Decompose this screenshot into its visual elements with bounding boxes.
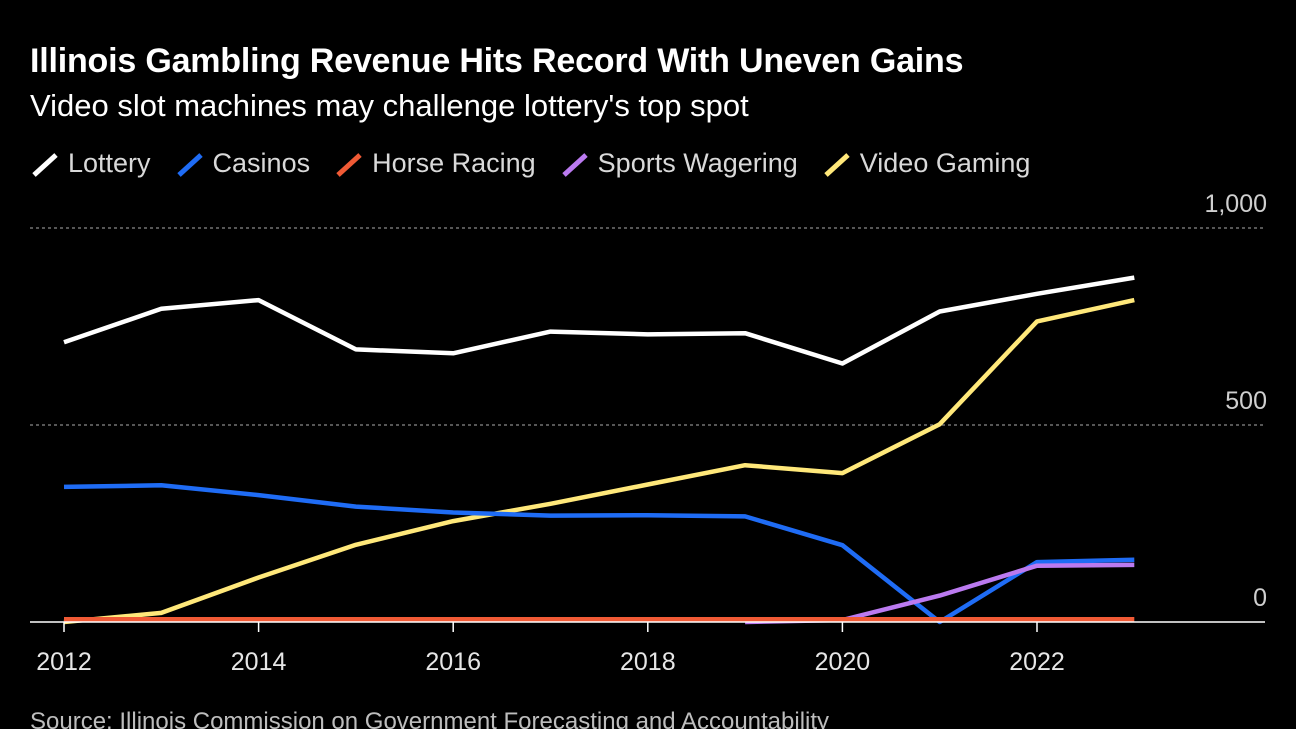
legend-swatch-mark xyxy=(561,152,588,177)
series-line-sports-wagering xyxy=(745,562,1135,625)
y-tick-label-500: 500 xyxy=(1225,387,1267,415)
legend-swatch-line xyxy=(824,152,850,177)
legend-swatch-mark xyxy=(336,152,362,177)
x-tick-label-2020: 2020 xyxy=(815,648,871,676)
y-tick-label-0: 0 xyxy=(1253,584,1267,612)
legend-swatch-line xyxy=(176,152,203,177)
legend-swatch-line xyxy=(32,152,58,177)
chart-title: Illinois Gambling Revenue Hits Record Wi… xyxy=(30,42,964,80)
x-tick-label-2014: 2014 xyxy=(231,648,287,676)
legend-item-horse-racing: Horse Racing xyxy=(334,148,536,179)
legend-item-casinos: Casinos xyxy=(175,148,311,179)
chart-subtitle: Video slot machines may challenge lotter… xyxy=(30,88,749,123)
y-tick-label-1000: 1,000 xyxy=(1204,190,1267,218)
legend-swatch-line xyxy=(561,152,588,177)
series-line-lottery xyxy=(63,275,1135,366)
x-tick-label-2018: 2018 xyxy=(620,648,676,676)
legend-swatch-line xyxy=(336,152,362,177)
legend-label-video-gaming: Video Gaming xyxy=(859,148,1031,178)
x-tick-label-2016: 2016 xyxy=(425,648,481,676)
legend-swatch-casinos xyxy=(175,149,205,179)
legend-swatch-video-gaming xyxy=(822,149,852,179)
legend-swatch-mark xyxy=(32,152,58,177)
legend-label-lottery: Lottery xyxy=(68,148,151,178)
legend-label-sports-wagering: Sports Wagering xyxy=(597,148,798,178)
legend-swatch-mark xyxy=(824,152,850,177)
source-note: Source: Illinois Commission on Governmen… xyxy=(30,708,830,729)
legend-swatch-sports-wagering xyxy=(560,149,590,179)
legend-item-sports-wagering: Sports Wagering xyxy=(560,148,798,179)
legend-swatch-lottery xyxy=(30,149,60,179)
legend-label-casinos: Casinos xyxy=(212,148,311,178)
chart-legend: Lottery Casinos Horse Racing Sports Wage… xyxy=(30,148,1054,179)
x-tick-label-2022: 2022 xyxy=(1009,648,1065,676)
legend-swatch-mark xyxy=(176,152,203,177)
legend-item-lottery: Lottery xyxy=(30,148,151,179)
x-tick-label-2012: 2012 xyxy=(36,648,92,676)
legend-label-horse-racing: Horse Racing xyxy=(372,148,536,178)
legend-swatch-horse-racing xyxy=(334,149,364,179)
line-chart: 0 500 1,000 2012 2014 2016 2018 2020 2022 xyxy=(30,190,1267,676)
legend-item-video-gaming: Video Gaming xyxy=(822,148,1031,179)
series-line-casinos xyxy=(63,483,1135,625)
series-line-video-gaming xyxy=(63,297,1135,625)
